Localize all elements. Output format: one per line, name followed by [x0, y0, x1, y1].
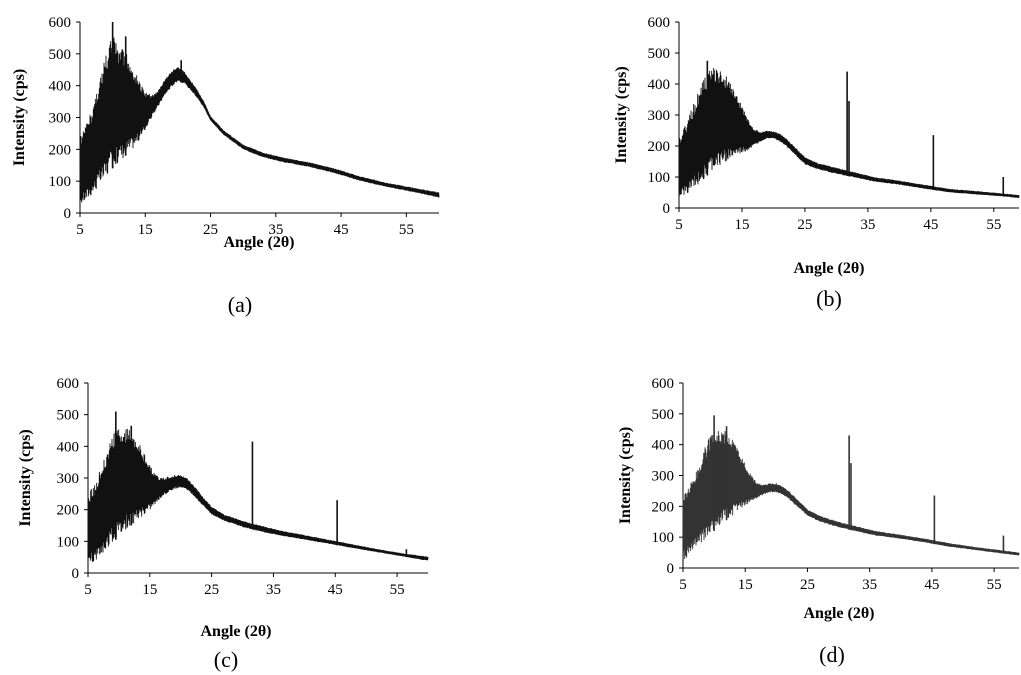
- x-tick-label: 25: [204, 582, 219, 598]
- x-tick-label: 45: [924, 577, 939, 593]
- y-tick-label: 100: [57, 534, 80, 550]
- panel-caption: (b): [816, 286, 842, 311]
- x-axis-title: Angle (2θ): [803, 605, 874, 622]
- x-axis-title: Angle (2θ): [200, 623, 271, 640]
- chart-panel-d: 0 100 200 300 400 500 600 5 15 25 35 45 55 Angle (2θ)…: [617, 376, 1020, 667]
- y-axis-title: Intensity (cps): [617, 427, 634, 524]
- y-tick-label: 100: [648, 170, 671, 186]
- x-tick-label: 25: [797, 217, 812, 233]
- x-tick-label: 55: [390, 582, 405, 598]
- y-tick-label: 500: [652, 407, 675, 423]
- y-tick-label: 0: [64, 206, 72, 222]
- x-tick-label: 45: [334, 222, 349, 238]
- chart-panel-a: 0 100 200 300 400 500 600 5 15 25 35 45 55 Angle (2θ)…: [11, 15, 440, 317]
- y-tick-label: 600: [49, 15, 72, 31]
- y-tick-label: 100: [652, 530, 675, 546]
- xrd-trace: [87, 428, 429, 563]
- y-tick-label: 0: [663, 201, 671, 217]
- y-tick-label: 500: [49, 47, 72, 63]
- x-axis-title: Angle (2θ): [223, 234, 294, 251]
- y-tick-label: 200: [648, 139, 671, 155]
- y-tick-label: 100: [49, 174, 72, 190]
- x-tick-label: 55: [986, 217, 1001, 233]
- x-tick-label: 35: [860, 217, 875, 233]
- y-tick-label: 400: [57, 439, 80, 455]
- y-tick-label: 600: [648, 15, 671, 31]
- y-tick-label: 600: [57, 376, 80, 392]
- y-tick-label: 600: [652, 376, 675, 392]
- x-tick-label: 15: [138, 222, 153, 238]
- y-tick-label: 300: [49, 111, 72, 127]
- y-tick-label: 200: [652, 499, 675, 515]
- y-tick-label: 500: [648, 46, 671, 62]
- x-tick-label: 15: [738, 577, 753, 593]
- y-tick-label: 300: [648, 108, 671, 124]
- y-axis-title: Intensity (cps): [11, 69, 28, 166]
- panel-caption: (d): [819, 642, 845, 667]
- x-tick-label: 35: [862, 577, 877, 593]
- x-tick-label: 45: [328, 582, 343, 598]
- x-tick-label: 35: [266, 582, 281, 598]
- y-tick-label: 400: [648, 77, 671, 93]
- x-tick-label: 5: [675, 217, 683, 233]
- x-tick-label: 45: [923, 217, 938, 233]
- x-tick-label: 5: [679, 577, 687, 593]
- x-tick-label: 15: [734, 217, 749, 233]
- y-tick-label: 200: [57, 503, 80, 519]
- x-tick-label: 55: [987, 577, 1002, 593]
- xrd-trace: [79, 37, 440, 203]
- x-tick-label: 55: [399, 222, 414, 238]
- x-tick-label: 5: [76, 222, 84, 238]
- y-tick-label: 400: [652, 438, 675, 454]
- y-tick-label: 300: [57, 471, 80, 487]
- x-tick-label: 15: [142, 582, 157, 598]
- y-tick-label: 200: [49, 142, 72, 158]
- panel-caption: (a): [228, 292, 252, 317]
- x-tick-label: 35: [268, 222, 283, 238]
- y-tick-label: 500: [57, 408, 80, 424]
- y-tick-label: 0: [72, 566, 80, 582]
- y-axis-title: Intensity (cps): [17, 429, 34, 526]
- x-tick-label: 25: [203, 222, 218, 238]
- chart-panel-c: 0 100 200 300 400 500 600 5 15 25 35 45 55 Angle (2θ)…: [17, 376, 429, 672]
- y-axis-title: Intensity (cps): [613, 66, 630, 163]
- y-tick-label: 300: [652, 469, 675, 485]
- panel-caption: (c): [214, 647, 238, 672]
- chart-panel-b: 0 100 200 300 400 500 600 5 15 25 35 45 55 Angle (2θ)…: [613, 15, 1020, 311]
- x-tick-label: 25: [800, 577, 815, 593]
- y-tick-label: 400: [49, 79, 72, 95]
- x-axis-title: Angle (2θ): [793, 260, 864, 277]
- y-tick-label: 0: [667, 561, 675, 577]
- x-tick-label: 5: [84, 582, 92, 598]
